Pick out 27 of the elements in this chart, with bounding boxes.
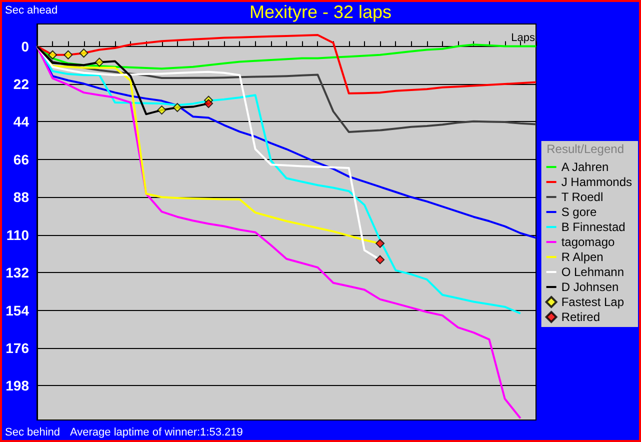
legend-label: B Finnestad	[561, 220, 626, 234]
chart-title: Mexityre - 32 laps	[249, 2, 392, 22]
y-tick-label: 110	[6, 226, 30, 243]
y-tick-label: 88	[13, 189, 30, 206]
legend-title: Result/Legend	[546, 142, 624, 156]
legend-label: tagomago	[561, 235, 616, 249]
y-tick-label: 22	[13, 76, 30, 92]
legend-label: D Johnsen	[561, 280, 619, 294]
legend-label: T Roedl	[561, 190, 604, 204]
text: Sec behind	[5, 426, 60, 438]
y-tick-label: 176	[6, 340, 30, 356]
legend-label: J Hammonds	[561, 175, 632, 189]
text: Average laptime of winner:1:53.219	[70, 426, 243, 438]
y-tick-label: 0	[21, 38, 30, 54]
y-tick-label: 66	[13, 151, 30, 168]
legend-label: A Jahren	[561, 160, 609, 174]
y-tick-label: 198	[6, 378, 30, 394]
legend-label: Retired	[561, 310, 600, 324]
y-tick-label: 132	[6, 264, 30, 281]
legend-label: R Alpen	[561, 250, 604, 264]
x-axis-title: Laps	[511, 32, 536, 44]
legend-label: S gore	[561, 205, 597, 219]
legend-label: O Lehmann	[561, 265, 624, 279]
y-axis-title: Sec ahead	[5, 4, 58, 16]
y-tick-label: 44	[13, 114, 30, 130]
y-tick-label: 154	[6, 302, 30, 318]
legend-label: Fastest Lap	[561, 295, 624, 309]
